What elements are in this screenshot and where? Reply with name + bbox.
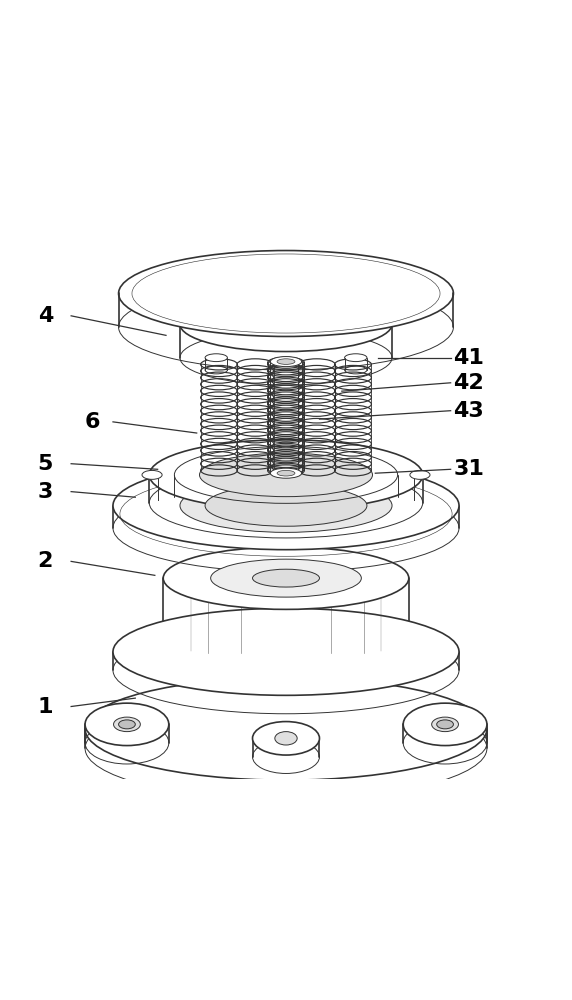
Ellipse shape bbox=[436, 720, 454, 729]
Ellipse shape bbox=[163, 547, 409, 609]
Text: 42: 42 bbox=[454, 373, 484, 393]
Ellipse shape bbox=[113, 461, 459, 550]
Ellipse shape bbox=[149, 440, 423, 510]
Text: 41: 41 bbox=[454, 348, 484, 368]
Ellipse shape bbox=[277, 470, 295, 476]
Ellipse shape bbox=[271, 468, 301, 478]
Ellipse shape bbox=[344, 354, 367, 362]
Text: 31: 31 bbox=[454, 459, 484, 479]
Ellipse shape bbox=[180, 479, 392, 532]
Ellipse shape bbox=[118, 251, 454, 336]
Text: 3: 3 bbox=[38, 482, 53, 502]
Ellipse shape bbox=[410, 470, 430, 479]
Ellipse shape bbox=[113, 608, 459, 695]
Ellipse shape bbox=[210, 559, 362, 597]
Ellipse shape bbox=[142, 470, 162, 479]
Ellipse shape bbox=[85, 677, 487, 780]
Text: 6: 6 bbox=[85, 412, 101, 432]
Ellipse shape bbox=[85, 703, 169, 746]
Text: 43: 43 bbox=[454, 401, 484, 421]
Ellipse shape bbox=[252, 722, 320, 755]
Text: 4: 4 bbox=[38, 306, 53, 326]
Ellipse shape bbox=[275, 732, 297, 745]
Ellipse shape bbox=[200, 453, 372, 497]
Ellipse shape bbox=[205, 354, 228, 362]
Text: 1: 1 bbox=[38, 697, 53, 717]
Ellipse shape bbox=[403, 703, 487, 746]
Ellipse shape bbox=[252, 569, 320, 587]
Ellipse shape bbox=[114, 717, 140, 732]
Text: 2: 2 bbox=[38, 551, 53, 571]
Ellipse shape bbox=[118, 720, 136, 729]
Ellipse shape bbox=[277, 359, 295, 364]
Ellipse shape bbox=[271, 357, 301, 367]
Ellipse shape bbox=[180, 297, 392, 352]
Text: 5: 5 bbox=[38, 454, 53, 474]
Ellipse shape bbox=[432, 717, 458, 732]
Ellipse shape bbox=[205, 485, 367, 526]
